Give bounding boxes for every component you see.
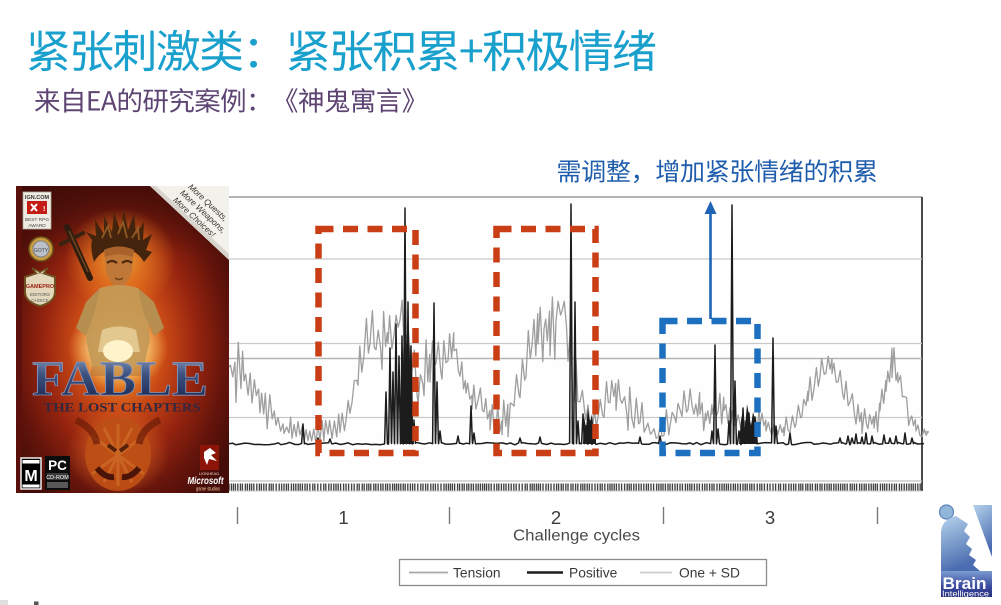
svg-text:game studios: game studios xyxy=(196,487,220,493)
svg-text:BEST RPG: BEST RPG xyxy=(25,217,49,223)
svg-text:Tension: Tension xyxy=(453,566,501,581)
svg-text:GOTY: GOTY xyxy=(34,248,49,254)
svg-text:GAMEPRO: GAMEPRO xyxy=(26,284,55,290)
svg-text:CD-ROM: CD-ROM xyxy=(46,475,69,481)
svg-text:!: ! xyxy=(43,206,45,213)
svg-text:AWARD: AWARD xyxy=(28,223,46,229)
svg-text:M: M xyxy=(24,468,37,485)
svg-text:1: 1 xyxy=(338,507,348,528)
svg-text:2: 2 xyxy=(551,507,561,528)
svg-text:FABLE: FABLE xyxy=(32,350,208,406)
svg-text:THE LOST CHAPTERS: THE LOST CHAPTERS xyxy=(44,401,201,415)
svg-text:3: 3 xyxy=(765,507,775,528)
svg-text:LIONHEAD: LIONHEAD xyxy=(199,471,220,476)
svg-text:CHOICE: CHOICE xyxy=(31,298,49,303)
svg-text:Microsoft: Microsoft xyxy=(188,476,225,487)
svg-text:IGN.COM: IGN.COM xyxy=(25,195,50,201)
svg-text:EDITORS: EDITORS xyxy=(30,292,50,297)
svg-text:Intelligence: Intelligence xyxy=(942,590,990,599)
svg-text:One + SD: One + SD xyxy=(679,566,740,581)
svg-text:Brain: Brain xyxy=(943,575,987,593)
svg-text:Positive: Positive xyxy=(569,566,618,581)
svg-text:Challenge cycles: Challenge cycles xyxy=(513,528,640,545)
svg-text:PC: PC xyxy=(48,458,67,473)
